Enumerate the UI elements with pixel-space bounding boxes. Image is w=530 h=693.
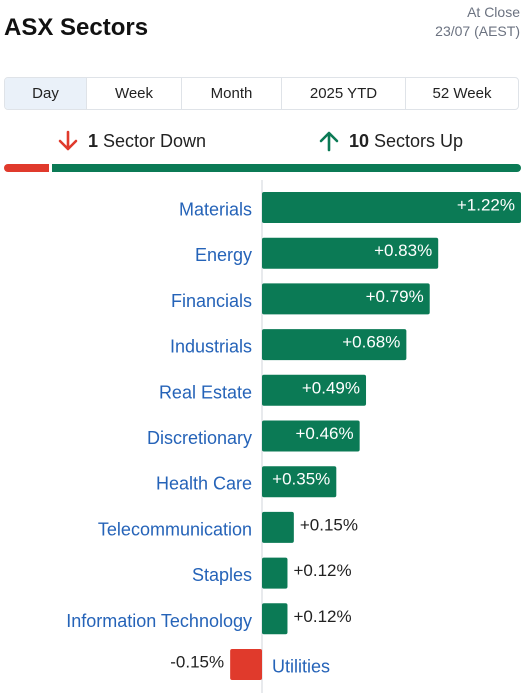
category-label-staples[interactable]: Staples	[192, 565, 252, 585]
sector-performance-chart: Materials +1.22% Energy +0.83% Financials +0.…	[66, 180, 521, 693]
category-label-materials[interactable]: Materials	[179, 200, 252, 220]
category-label-utilities[interactable]: Utilities	[272, 657, 330, 677]
category-label-discretionary[interactable]: Discretionary	[147, 428, 252, 448]
value-label-telecommunication: +0.15%	[300, 515, 358, 534]
value-label-discretionary: +0.46%	[296, 424, 354, 443]
tab-month[interactable]: Month	[182, 78, 282, 109]
bar-discretionary[interactable]	[262, 420, 360, 452]
as-of-date: 23/07 (AEST)	[435, 23, 520, 39]
bar-materials[interactable]	[262, 192, 521, 223]
category-label-telecommunication[interactable]: Telecommunication	[98, 519, 252, 539]
advance-decline-bar	[4, 164, 521, 172]
value-label-information-technology: +0.12%	[293, 607, 351, 626]
sectors-down-label: Sector Down	[103, 130, 207, 151]
category-label-financials[interactable]: Financials	[171, 291, 252, 311]
value-label-materials: +1.22%	[457, 196, 515, 215]
value-label-industrials: +0.68%	[342, 333, 400, 352]
category-label-information-technology[interactable]: Information Technology	[66, 611, 252, 631]
bar-information-technology[interactable]	[262, 603, 288, 635]
sectors-down-summary: 1 Sector Down	[58, 130, 206, 152]
arrow-up-icon	[319, 130, 339, 152]
sectors-up-label: Sectors Up	[374, 130, 464, 151]
category-label-real-estate[interactable]: Real Estate	[159, 382, 252, 402]
tab-2025-ytd[interactable]: 2025 YTD	[282, 78, 406, 109]
bar-utilities[interactable]	[230, 649, 262, 680]
bar-telecommunication[interactable]	[262, 511, 294, 543]
market-status: At Close	[467, 4, 520, 20]
category-label-industrials[interactable]: Industrials	[170, 337, 252, 357]
tab-day[interactable]: Day	[5, 78, 87, 109]
bar-health-care[interactable]	[262, 466, 337, 498]
advance-segment	[52, 164, 521, 172]
page-title: ASX Sectors	[4, 14, 149, 41]
value-label-real-estate: +0.49%	[302, 378, 360, 397]
tab-week[interactable]: Week	[87, 78, 182, 109]
bar-energy[interactable]	[262, 237, 439, 269]
arrow-down-icon	[58, 130, 78, 152]
bar-financials[interactable]	[262, 283, 430, 315]
value-label-financials: +0.79%	[366, 287, 424, 306]
category-label-energy[interactable]: Energy	[195, 245, 252, 265]
bar-staples[interactable]	[262, 557, 288, 589]
sectors-up-summary: 10 Sectors Up	[319, 130, 463, 152]
sectors-up-count: 10	[349, 130, 370, 151]
value-label-energy: +0.83%	[374, 241, 432, 260]
bar-real-estate[interactable]	[262, 374, 367, 406]
bar-industrials[interactable]	[262, 329, 407, 361]
as-of-info: At Close 23/07 (AEST)	[435, 3, 520, 41]
category-label-health-care[interactable]: Health Care	[156, 474, 252, 494]
tab-52-week[interactable]: 52 Week	[432, 85, 492, 102]
period-tabs: Day Week Month 2025 YTD 52 Week	[4, 77, 519, 110]
decline-segment	[4, 164, 49, 172]
sectors-down-count: 1	[88, 130, 99, 151]
value-label-health-care: +0.35%	[272, 470, 330, 489]
value-label-utilities: -0.15%	[170, 653, 224, 672]
value-label-staples: +0.12%	[293, 561, 351, 580]
